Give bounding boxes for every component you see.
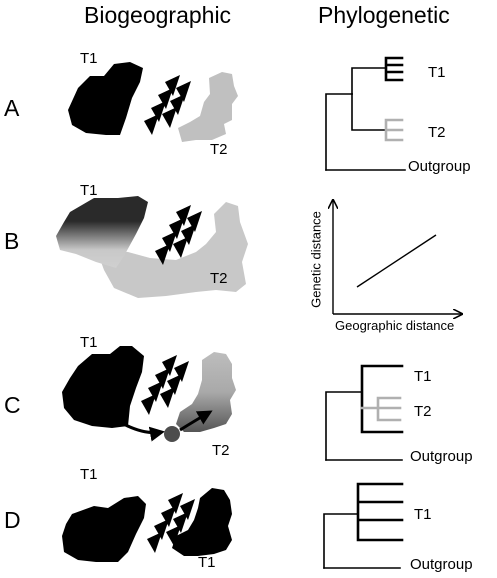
tree-label-outgroup-d: Outgroup bbox=[410, 556, 473, 573]
dispersal-arrow-1 bbox=[109, 414, 165, 442]
tree-label-t2-a: T2 bbox=[428, 124, 446, 141]
map-label-t1-b: T1 bbox=[80, 182, 98, 199]
tree-label-t1-c: T1 bbox=[414, 368, 432, 385]
mountain-triangle-icon bbox=[155, 205, 202, 265]
tree-label-outgroup-c: Outgroup bbox=[410, 448, 473, 465]
plot-xlabel: Geographic distance bbox=[335, 318, 455, 333]
header-biogeographic: Biogeographic bbox=[84, 2, 232, 28]
row-label-a: A bbox=[4, 95, 20, 121]
map-label-t1-d-east: T1 bbox=[198, 554, 216, 571]
map-b bbox=[56, 196, 248, 298]
map-label-t1-d-west: T1 bbox=[80, 466, 98, 483]
map-label-t2-c: T2 bbox=[212, 442, 230, 459]
range-t1-d-west bbox=[62, 496, 146, 562]
plot-b bbox=[333, 200, 462, 314]
range-t1-d-east bbox=[172, 488, 232, 556]
map-d bbox=[62, 488, 232, 562]
row-label-b: B bbox=[4, 228, 20, 254]
tree-a bbox=[325, 56, 406, 171]
map-a bbox=[68, 62, 238, 142]
dispersal-node bbox=[164, 426, 180, 442]
tree-c bbox=[325, 364, 404, 461]
dispersal-arrow-2 bbox=[179, 410, 213, 432]
mountain-triangle-icon bbox=[147, 493, 195, 553]
map-label-t2-a: T2 bbox=[210, 141, 228, 158]
range-t1-c bbox=[62, 346, 144, 428]
header-phylogenetic: Phylogenetic bbox=[318, 2, 450, 28]
range-t2-a bbox=[178, 72, 238, 142]
tree-label-outgroup-a: Outgroup bbox=[408, 158, 471, 175]
map-label-t1-a: T1 bbox=[80, 50, 98, 67]
mountain-triangle-icon bbox=[144, 75, 191, 135]
range-t2-c bbox=[176, 352, 236, 432]
mountain-triangle-icon bbox=[141, 355, 189, 415]
range-t1-b bbox=[56, 196, 148, 268]
plot-ylabel: Genetic distance bbox=[308, 211, 324, 308]
row-label-d: D bbox=[4, 507, 21, 533]
map-label-t1-c: T1 bbox=[80, 334, 98, 351]
row-label-c: C bbox=[4, 392, 21, 418]
tree-d bbox=[323, 482, 404, 569]
range-t2-b bbox=[96, 202, 248, 298]
tree-label-t1-d: T1 bbox=[414, 506, 432, 523]
tree-label-t1-a: T1 bbox=[428, 64, 446, 81]
map-label-t2-b: T2 bbox=[210, 270, 228, 287]
range-t1-a bbox=[68, 62, 143, 135]
tree-label-t2-c: T2 bbox=[414, 403, 432, 420]
map-c bbox=[62, 346, 236, 442]
trend-line bbox=[356, 234, 437, 288]
